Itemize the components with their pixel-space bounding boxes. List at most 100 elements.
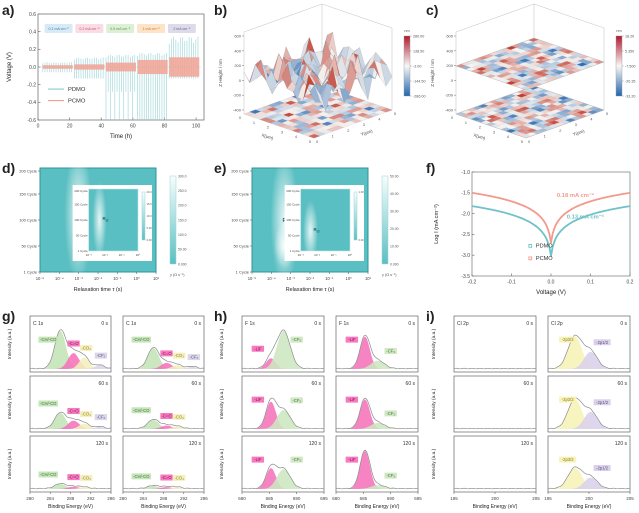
svg-text:292: 292 bbox=[180, 496, 188, 501]
svg-text:120 s: 120 s bbox=[615, 441, 628, 447]
svg-text:200: 200 bbox=[234, 63, 241, 68]
svg-text:50 Cycle: 50 Cycle bbox=[233, 244, 249, 249]
svg-text:10⁻³: 10⁻³ bbox=[75, 276, 84, 281]
svg-text:-CH/-CO: -CH/-CO bbox=[40, 337, 57, 342]
svg-text:150.0: 150.0 bbox=[178, 218, 187, 222]
svg-text:-3.00: -3.00 bbox=[413, 64, 421, 68]
svg-text:280: 280 bbox=[26, 496, 34, 501]
afm-stacked-maps-chart: 600 400 200 0 -200 -400 Z Height / nm 0 1 2 3 4 5 X(μ… bbox=[430, 3, 635, 144]
svg-text:-CF₃: -CF₃ bbox=[386, 473, 395, 478]
svg-text:Cl 2p: Cl 2p bbox=[551, 321, 563, 327]
svg-text:10⁻⁴: 10⁻⁴ bbox=[55, 276, 64, 281]
svg-text:X(μm): X(μm) bbox=[473, 132, 487, 141]
svg-text:PDMO: PDMO bbox=[68, 87, 86, 93]
svg-text:0: 0 bbox=[528, 140, 530, 144]
svg-text:150 Cycle: 150 Cycle bbox=[231, 192, 250, 197]
svg-text:200 Cycle: 200 Cycle bbox=[286, 189, 300, 193]
svg-text:120 s: 120 s bbox=[309, 441, 322, 447]
svg-text:0 s: 0 s bbox=[620, 321, 627, 327]
svg-text:-LiF: -LiF bbox=[348, 397, 356, 402]
panel-h: h) F 1s 0 s -LiF -CF₃ 60 s -LiF -CF₃ 120 s -LiF -… bbox=[214, 308, 426, 510]
svg-text:680: 680 bbox=[238, 496, 246, 501]
svg-text:2: 2 bbox=[347, 129, 349, 133]
svg-text:0: 0 bbox=[37, 124, 40, 130]
svg-text:-C=O: -C=O bbox=[161, 351, 172, 356]
svg-text:200: 200 bbox=[446, 63, 453, 68]
svg-text:Intensity (a.u.): Intensity (a.u.) bbox=[219, 388, 225, 419]
svg-text:10.0: 10.0 bbox=[147, 214, 153, 218]
svg-text:-CF₃: -CF₃ bbox=[292, 457, 301, 462]
svg-text:Intensity (a.u.): Intensity (a.u.) bbox=[7, 448, 13, 479]
svg-text:Z Height / nm: Z Height / nm bbox=[218, 59, 223, 87]
svg-text:0.000: 0.000 bbox=[390, 262, 399, 266]
voltage-time-chart: 0.6 0.4 0.2 0.0 -0.2 -0.4 -0.60 20 40 60 80 100 Time… bbox=[7, 12, 205, 140]
svg-text:-CO₃: -CO₃ bbox=[174, 415, 184, 420]
svg-text:1: 1 bbox=[332, 134, 334, 138]
svg-text:0 s: 0 s bbox=[408, 321, 415, 327]
svg-text:-2p1/2: -2p1/2 bbox=[596, 400, 609, 405]
svg-text:0: 0 bbox=[239, 78, 242, 83]
svg-text:4: 4 bbox=[590, 118, 592, 122]
svg-text:150 Cycle: 150 Cycle bbox=[74, 203, 88, 207]
svg-text:1: 1 bbox=[253, 121, 255, 125]
svg-text:40: 40 bbox=[98, 124, 104, 130]
svg-text:100 Cycle: 100 Cycle bbox=[19, 218, 38, 223]
svg-text:150 Cycle: 150 Cycle bbox=[286, 203, 300, 207]
svg-text:100 Cycle: 100 Cycle bbox=[286, 218, 300, 222]
panel-h-letter: h) bbox=[214, 308, 228, 324]
panel-a: a) 0.6 0.4 0.2 0.0 -0.2 -0.4 -0.6 0 20 40 60 80 100 T… bbox=[2, 2, 212, 158]
svg-text:690: 690 bbox=[293, 496, 301, 501]
svg-text:5: 5 bbox=[521, 140, 523, 144]
svg-text:50 Cycle: 50 Cycle bbox=[21, 244, 37, 249]
svg-text:X(μm): X(μm) bbox=[261, 132, 275, 141]
svg-text:250.0: 250.0 bbox=[178, 189, 187, 193]
svg-text:50 Cycle: 50 Cycle bbox=[76, 234, 88, 238]
svg-text:Time (h): Time (h) bbox=[110, 134, 132, 140]
panel-e-letter: e) bbox=[214, 160, 227, 176]
svg-text:0.1: 0.1 bbox=[587, 280, 594, 286]
panel-c-letter: c) bbox=[426, 2, 439, 18]
svg-text:Z Height / nm: Z Height / nm bbox=[430, 59, 435, 87]
svg-text:0.13 mA cm⁻²: 0.13 mA cm⁻² bbox=[567, 214, 604, 221]
svg-text:296: 296 bbox=[107, 496, 115, 501]
svg-text:5: 5 bbox=[394, 112, 396, 116]
svg-text:60 s: 60 s bbox=[618, 381, 628, 387]
svg-text:γ (Ω s⁻¹): γ (Ω s⁻¹) bbox=[170, 273, 185, 277]
svg-text:10⁰: 10⁰ bbox=[133, 276, 140, 281]
svg-text:-CH/-CO: -CH/-CO bbox=[133, 337, 150, 342]
svg-text:685: 685 bbox=[360, 496, 368, 501]
panel-c: c) 600 400 200 0 -200 -400 Z Height / nm 0 1 2 3 4 5… bbox=[426, 2, 638, 158]
svg-text:10⁰: 10⁰ bbox=[345, 276, 352, 281]
svg-text:4: 4 bbox=[507, 135, 509, 139]
svg-text:-0.4: -0.4 bbox=[27, 100, 36, 106]
svg-text:-2.5: -2.5 bbox=[461, 232, 470, 238]
svg-text:Binding Energy (eV): Binding Energy (eV) bbox=[567, 504, 612, 510]
svg-text:-CF₃: -CF₃ bbox=[386, 349, 395, 354]
svg-text:Rct: Rct bbox=[314, 227, 321, 233]
svg-text:50.00: 50.00 bbox=[390, 174, 399, 178]
svg-text:-0.2: -0.2 bbox=[468, 280, 477, 286]
svg-text:200 Cycle: 200 Cycle bbox=[231, 169, 250, 174]
svg-text:C 1s: C 1s bbox=[126, 321, 137, 327]
svg-text:-400: -400 bbox=[233, 108, 242, 113]
svg-text:5.00: 5.00 bbox=[147, 226, 153, 230]
svg-text:-CF₂: -CF₂ bbox=[97, 353, 106, 358]
svg-text:20.0: 20.0 bbox=[147, 190, 153, 194]
svg-text:-CH/-CO: -CH/-CO bbox=[133, 474, 150, 479]
svg-text:-CH/-CO: -CH/-CO bbox=[40, 472, 57, 477]
svg-text:5.350: 5.350 bbox=[625, 49, 634, 53]
svg-text:0 s: 0 s bbox=[314, 321, 321, 327]
svg-text:10⁻²: 10⁻² bbox=[102, 253, 108, 257]
svg-text:300.0: 300.0 bbox=[178, 174, 187, 178]
svg-text:0.2 mA cm⁻²: 0.2 mA cm⁻² bbox=[79, 27, 100, 31]
svg-text:10⁻⁴: 10⁻⁴ bbox=[267, 276, 276, 281]
svg-text:-0.2: -0.2 bbox=[27, 82, 36, 88]
svg-text:10⁻³: 10⁻³ bbox=[298, 253, 304, 257]
svg-text:-2p1/2: -2p1/2 bbox=[596, 340, 609, 345]
svg-text:10⁰: 10⁰ bbox=[136, 253, 141, 257]
svg-text:120 s: 120 s bbox=[96, 441, 109, 447]
panel-i: i) Cl 2p 0 s 60 s 120 s 195 200 205 Binding Ene… bbox=[426, 308, 638, 510]
